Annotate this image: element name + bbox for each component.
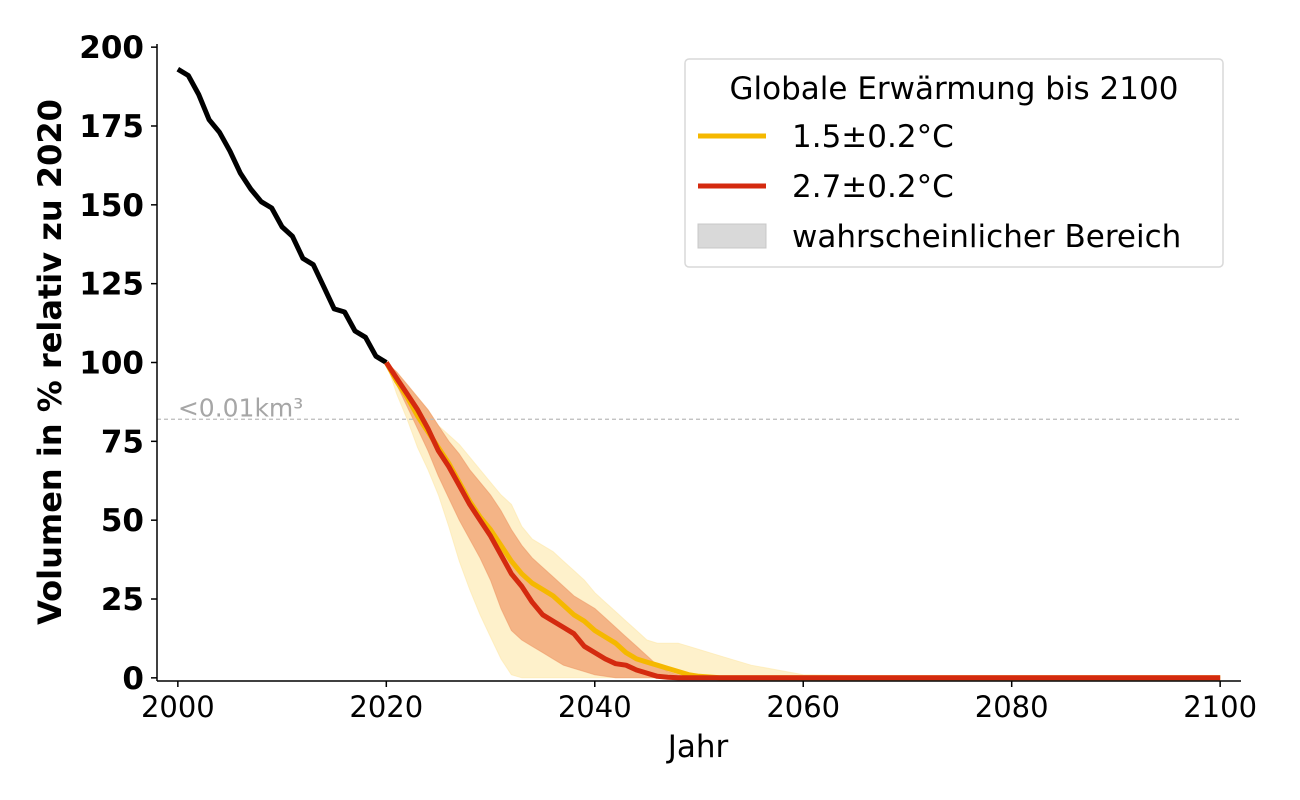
legend: Globale Erwärmung bis 2100 1.5±0.2°C 2.7… [684,58,1224,268]
uncertainty-bands [385,360,1221,679]
legend-label-2-7: 2.7±0.2°C [792,169,954,205]
historical-line [176,67,388,365]
x-tick-label: 2080 [975,690,1049,724]
y-tick-label: 125 [79,267,144,303]
y-tick-label: 75 [101,424,144,460]
band-1-5 [385,360,1221,679]
x-ticks: 2000 2020 2040 2060 2080 2100 [141,681,1257,724]
y-tick-label: 100 [79,346,144,382]
x-tick-label: 2000 [141,690,215,724]
legend-title: Globale Erwärmung bis 2100 [730,71,1179,107]
x-tick-label: 2060 [766,690,840,724]
legend-label-1-5: 1.5±0.2°C [792,119,954,155]
legend-frame [684,58,1224,268]
x-axis-label: Jahr [666,729,729,765]
legend-label-range: wahrscheinlicher Bereich [792,219,1181,255]
y-tick-label: 50 [101,503,144,539]
line-2-7 [384,361,1221,681]
y-axis-label: Volumen in % relativ zu 2020 [31,99,69,625]
threshold-group: <0.01km³ [157,393,1241,422]
x-tick-label: 2020 [349,690,423,724]
y-tick-label: 200 [79,30,144,66]
y-ticks: 0 25 50 75 100 125 150 175 200 [79,30,157,697]
threshold-label: <0.01km³ [178,393,303,422]
y-tick-label: 25 [101,582,144,618]
y-tick-label: 175 [79,109,144,145]
legend-swatch-range [697,223,767,249]
y-tick-label: 150 [79,188,144,224]
band-2-7 [385,362,1221,679]
x-tick-label: 2040 [558,690,632,724]
y-tick-label: 0 [122,661,144,697]
x-tick-label: 2100 [1183,690,1257,724]
series-lines [176,67,1221,681]
